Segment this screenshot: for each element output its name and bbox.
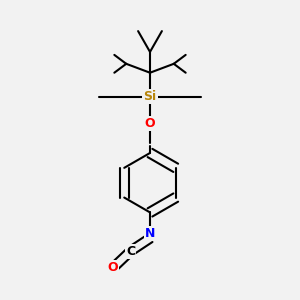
Text: O: O — [107, 262, 118, 275]
Text: Si: Si — [143, 90, 157, 103]
Text: N: N — [145, 227, 155, 240]
Text: O: O — [145, 117, 155, 130]
Text: C: C — [126, 244, 135, 258]
